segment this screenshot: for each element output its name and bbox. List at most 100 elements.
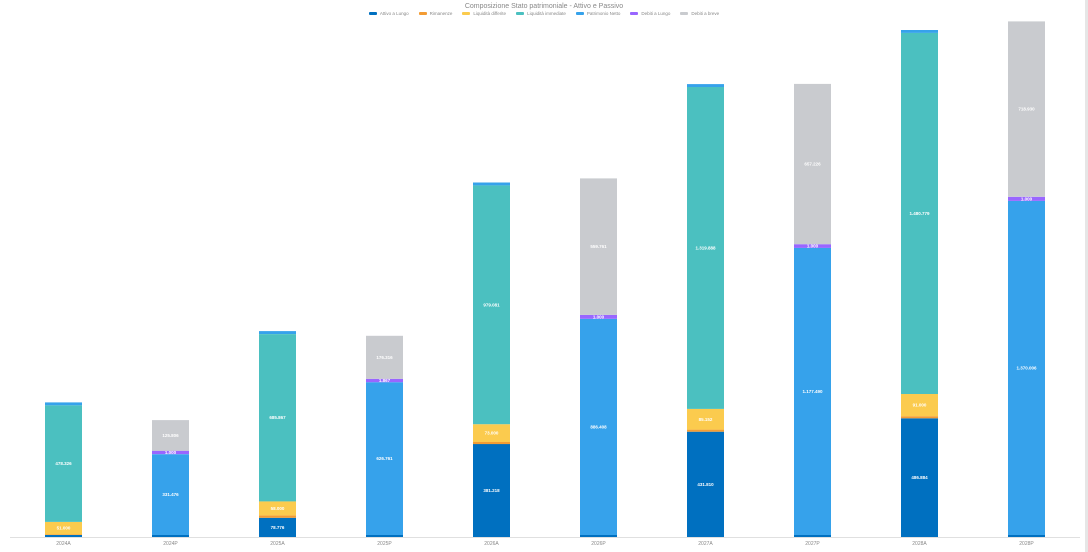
bar-segment[interactable] <box>366 382 403 535</box>
bar-segment[interactable] <box>687 87 724 409</box>
chart-legend: Attivo a Lungo Rimanenze Liquidità differi… <box>0 11 1088 16</box>
data-label: 718.930 <box>1018 107 1035 112</box>
data-label: 85.152 <box>699 417 713 422</box>
data-label: 626.761 <box>376 456 393 461</box>
bar-segment[interactable] <box>794 244 831 248</box>
legend-label: Patrimonio Netto <box>586 11 621 16</box>
bar-segment[interactable] <box>580 535 617 537</box>
x-tick-label: 2028A <box>912 541 927 547</box>
data-label: 431.810 <box>697 482 714 487</box>
data-label: 51.000 <box>57 526 71 531</box>
bar-segment[interactable] <box>687 429 724 432</box>
bar-segment[interactable] <box>1008 21 1045 197</box>
bar-segment[interactable] <box>1008 196 1045 201</box>
bar-segment[interactable] <box>366 535 403 537</box>
bar-segment[interactable] <box>259 331 296 334</box>
data-label: 1.000 <box>807 244 819 249</box>
x-tick-label: 2026P <box>591 541 606 547</box>
legend-label: Liquidità immediate <box>527 11 566 16</box>
data-label: 478.326 <box>55 461 72 466</box>
legend-label: Liquidità differite <box>473 11 507 16</box>
bar-segment[interactable] <box>794 535 831 537</box>
data-label: 78.776 <box>271 525 285 530</box>
data-label: 559.761 <box>590 244 607 249</box>
bar-segment[interactable] <box>152 420 189 451</box>
legend-item[interactable]: Attivo a Lungo <box>368 11 409 16</box>
bar-segment[interactable] <box>580 178 617 315</box>
legend-item[interactable]: Patrimonio Netto <box>575 11 621 16</box>
bar-segment[interactable] <box>687 84 724 87</box>
bar-segment[interactable] <box>152 454 189 535</box>
bar-segment[interactable] <box>259 517 296 537</box>
bar-segment[interactable] <box>45 534 82 535</box>
legend-item[interactable]: Rimanenze <box>418 11 453 16</box>
data-label: 1.370.006 <box>1016 366 1037 371</box>
legend-item[interactable]: Liquidità differite <box>462 11 506 16</box>
bar-segment[interactable] <box>473 444 510 537</box>
bar-segment[interactable] <box>473 185 510 425</box>
legend-swatch <box>516 12 525 15</box>
legend-label: Debiti a breve <box>691 11 720 16</box>
data-label: 1.867 <box>379 378 391 383</box>
data-label: 58.000 <box>271 506 285 511</box>
bar-segment[interactable] <box>901 394 938 417</box>
data-label: 685.867 <box>269 415 286 420</box>
data-label: 91.000 <box>913 403 927 408</box>
data-label: 331.476 <box>162 492 179 497</box>
bar-segment[interactable] <box>152 450 189 455</box>
bar-segment[interactable] <box>687 408 724 430</box>
bar-segment[interactable] <box>152 535 189 537</box>
bar-segment[interactable] <box>901 416 938 419</box>
data-label: 486.884 <box>911 475 928 480</box>
bar-segment[interactable] <box>366 335 403 379</box>
legend-item[interactable]: Debiti a breve <box>680 11 719 16</box>
bar-segment[interactable] <box>45 402 82 406</box>
x-tick-label: 2028P <box>1019 541 1034 547</box>
data-label: 125.806 <box>162 433 179 438</box>
vertical-scrollbar[interactable] <box>1085 0 1088 552</box>
bar-segment[interactable] <box>687 431 724 537</box>
bar-segment[interactable] <box>259 515 296 518</box>
data-label: 1.480.779 <box>909 211 930 216</box>
data-label: 1.319.888 <box>695 246 716 251</box>
bar-segment[interactable] <box>45 522 82 535</box>
legend-swatch <box>418 12 427 15</box>
legend-item[interactable]: Liquidità immediate <box>516 11 566 16</box>
data-label: 1.000 <box>593 314 605 319</box>
legend-swatch <box>630 12 639 15</box>
bar-segment[interactable] <box>580 314 617 319</box>
bar-segment[interactable] <box>794 247 831 536</box>
bar-segment[interactable] <box>901 30 938 33</box>
legend-swatch <box>462 12 471 15</box>
bar-segment[interactable] <box>259 501 296 516</box>
legend-swatch <box>680 12 689 15</box>
x-tick-label: 2025P <box>377 541 392 547</box>
bar-segment[interactable] <box>1008 535 1045 537</box>
bar-segment[interactable] <box>901 32 938 395</box>
bar-segment[interactable] <box>473 182 510 186</box>
data-label: 1.000 <box>165 450 177 455</box>
legend-item[interactable]: Debiti a Lungo <box>630 11 670 16</box>
bar-segment[interactable] <box>794 83 831 245</box>
bar-segment[interactable] <box>45 535 82 537</box>
bar-segment[interactable] <box>259 334 296 502</box>
bar-segment[interactable] <box>45 405 82 522</box>
legend-swatch <box>368 12 377 15</box>
x-tick-label: 2024P <box>163 541 178 547</box>
bar-segment[interactable] <box>366 378 403 383</box>
x-tick-label: 2027P <box>805 541 820 547</box>
x-tick-label: 2026A <box>484 541 499 547</box>
x-tick-label: 2027A <box>698 541 713 547</box>
bar-segment[interactable] <box>473 424 510 442</box>
data-label: 176.316 <box>376 355 393 360</box>
bar-segment[interactable] <box>473 442 510 445</box>
bar-segment[interactable] <box>580 318 617 535</box>
legend-label: Rimanenze <box>429 11 453 16</box>
data-label: 979.081 <box>483 302 500 307</box>
bar-segment[interactable] <box>1008 200 1045 535</box>
bar-segment[interactable] <box>901 418 938 537</box>
data-label: 1.177.490 <box>802 389 823 394</box>
data-label: 381.218 <box>483 488 500 493</box>
